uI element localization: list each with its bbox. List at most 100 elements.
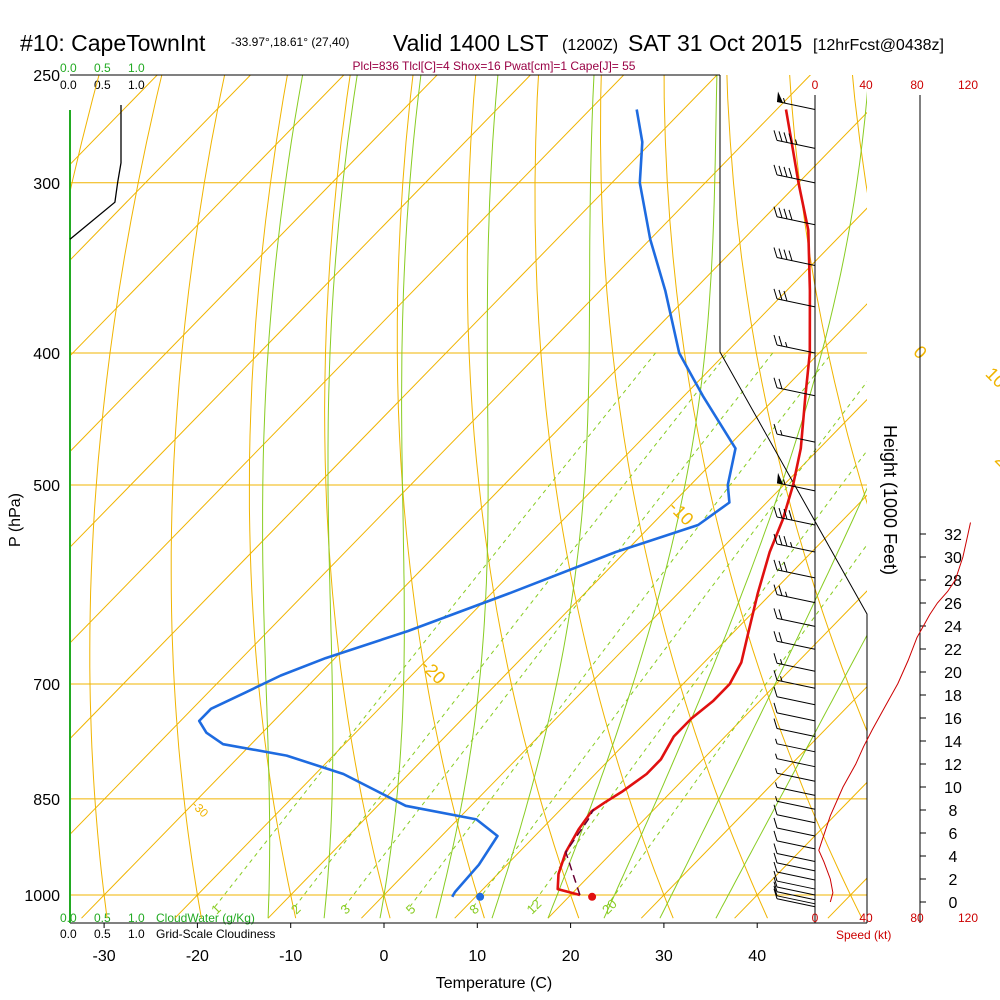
wind-barb-flag (773, 885, 778, 896)
wind-barb-staff (776, 482, 816, 492)
wind-barb-flag (778, 207, 783, 218)
wind-barb-flag (783, 535, 788, 547)
top-cloudiness-label: 1.0 (128, 78, 145, 92)
wind-barb (773, 423, 816, 443)
wind-barb-flag (773, 164, 778, 175)
height-tick-label: 22 (944, 642, 962, 659)
wind-barb-flag (783, 561, 788, 573)
wind-barb (773, 876, 816, 896)
wind-barb-flag (773, 423, 778, 435)
wind-barb-flag (773, 288, 778, 300)
speed-tick-label-bottom: 0 (812, 911, 819, 925)
pressure-tick-label: 700 (33, 677, 60, 694)
wind-barb-flag (778, 378, 783, 389)
height-tick-label: 18 (944, 688, 962, 705)
wind-barb (773, 377, 816, 397)
speed-tick-label-bottom: 120 (958, 911, 978, 925)
wind-barb-flag (773, 506, 778, 518)
height-tick-label: 12 (944, 757, 962, 774)
cloudiness-line (69, 105, 122, 240)
height-tick-label: 4 (949, 849, 958, 866)
wind-barb-half-flag (775, 768, 778, 774)
height-axis-title: Height (1000 Feet) (880, 425, 900, 575)
stability-indices: Plcl=836 Tlcl[C]=4 Shox=16 Pwat[cm]=1 Ca… (353, 59, 636, 73)
isotherm-line (70, 75, 345, 357)
wind-barb-flag (773, 670, 778, 681)
bottom-cloudiness-label: 1.0 (128, 927, 145, 941)
mixing-ratio-line (530, 449, 867, 907)
wind-barb (773, 852, 816, 872)
wind-barb-flag (773, 377, 778, 388)
dry-adiabat-line (170, 75, 226, 919)
wind-barb (775, 738, 816, 753)
x-tick-label: -10 (279, 948, 302, 965)
pressure-tick-label: 250 (33, 68, 60, 85)
surface-dewpoint-marker (476, 892, 485, 901)
wind-barb-flag (783, 166, 788, 178)
valid-zulu: (1200Z) (562, 37, 618, 54)
wind-barb-flag (778, 534, 783, 546)
wind-barb-flag (778, 289, 783, 301)
wind-barb (773, 130, 816, 149)
wind-barb-flag (773, 608, 778, 619)
wind-barb-staff (776, 100, 816, 110)
moist-adiabat-line (491, 75, 595, 919)
wind-barb-staff (776, 344, 816, 354)
wind-barb (773, 288, 816, 308)
wind-barb-staff (776, 891, 816, 901)
wind-barb-half-flag (780, 659, 783, 665)
wind-barb-flag (778, 609, 783, 620)
wind-barb (773, 584, 816, 604)
wind-barb-half-flag (783, 479, 786, 485)
isotherm-label: -30 (189, 798, 211, 820)
dry-adiabat-line (851, 75, 867, 194)
wind-barb-flag (773, 804, 778, 815)
wind-barb-staff (776, 298, 816, 308)
station-title: #10: CapeTownInt (20, 30, 206, 56)
x-tick-label: -20 (186, 948, 209, 965)
wind-barb-staff (776, 743, 816, 753)
height-tick-label: 28 (944, 573, 962, 590)
wind-barb (773, 702, 816, 722)
dry-adiabat-line (89, 75, 163, 919)
wind-panel: 0040408080120120024681012141618202224262… (773, 78, 978, 925)
isotherm-line (267, 303, 867, 919)
height-tick-label: 30 (944, 550, 962, 567)
speed-tick-label-top: 40 (859, 78, 873, 92)
wind-barb (775, 796, 816, 810)
wind-barb-staff (776, 728, 816, 738)
wind-barb (773, 718, 816, 738)
wind-barb (773, 870, 816, 890)
y-axis-title: P (hPa) (7, 493, 24, 547)
wind-barb (773, 559, 816, 579)
wind-barb (773, 817, 816, 837)
speed-tick-label-top: 0 (812, 78, 819, 92)
isotherm-line (70, 75, 252, 261)
wind-barb-staff (776, 569, 816, 579)
wind-barb (776, 472, 816, 492)
speed-tick-label-bottom: 80 (910, 911, 924, 925)
isotherm-line (70, 75, 718, 740)
mixing-ratio-label: 3 (337, 901, 353, 917)
wind-barb-half-flag (780, 676, 783, 682)
wind-barb-flag (778, 632, 783, 643)
isotherm-label: -10 (665, 497, 698, 530)
wind-barb-flag (783, 508, 788, 520)
speed-tick-label-top: 80 (910, 78, 924, 92)
wind-barb-half-flag (775, 796, 778, 802)
background-lines (70, 75, 867, 919)
wind-barb-flag (788, 167, 793, 179)
wind-barb (773, 247, 816, 267)
wind-barb-flag (783, 208, 788, 219)
wind-barb-flag (788, 510, 793, 521)
top-cloudwater-label: 0.5 (94, 61, 111, 75)
wind-barb-staff (776, 696, 816, 706)
wind-barb-half-flag (775, 753, 778, 759)
wind-barb-staff (776, 617, 816, 627)
wind-barb-staff (776, 827, 816, 837)
temperature-line (556, 109, 812, 897)
wind-barb-flag (773, 686, 778, 697)
valid-date: SAT 31 Oct 2015 (628, 30, 802, 56)
axes: -30 -20 -10 0 10 20 30 40 250 300 400 500 700 850 1000 (24, 68, 766, 965)
wind-barb (775, 768, 816, 782)
